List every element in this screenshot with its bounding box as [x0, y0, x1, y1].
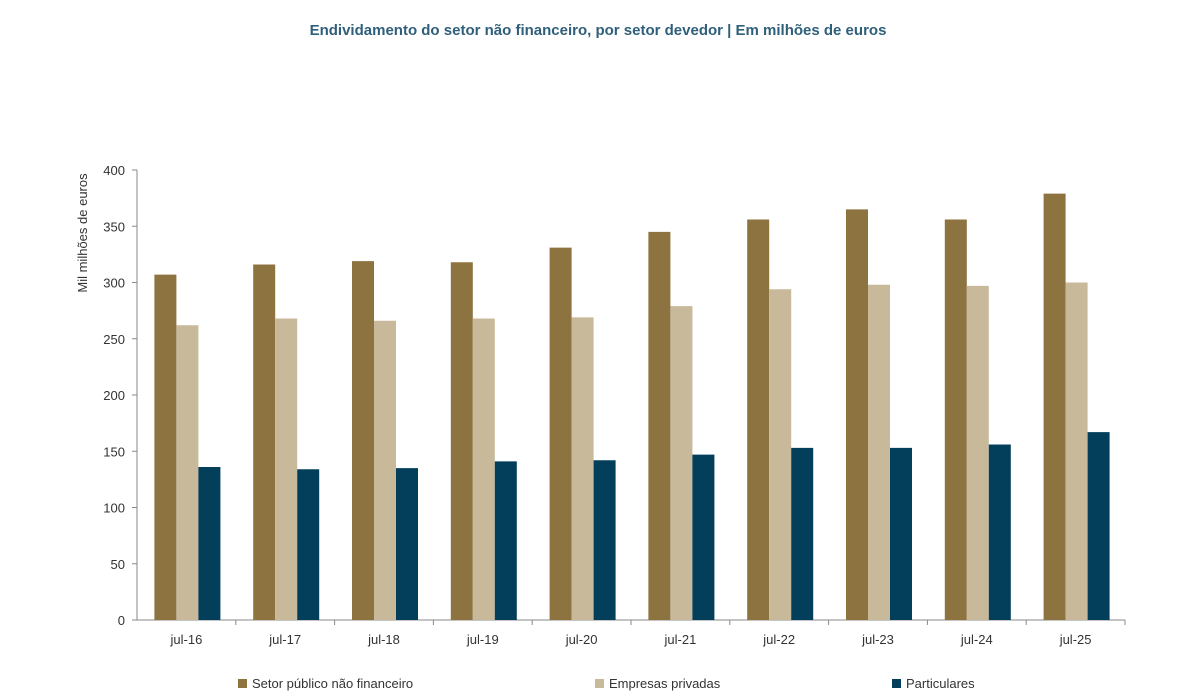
bar-jul-23-0 [846, 209, 868, 620]
x-tick-label: jul-16 [170, 632, 203, 647]
bar-jul-17-1 [275, 318, 298, 620]
bar-jul-25-2 [1087, 432, 1110, 620]
x-tick-label: jul-24 [960, 632, 993, 647]
bar-jul-22-2 [791, 447, 814, 620]
bar-jul-19-0 [450, 262, 473, 620]
x-tick-label: jul-20 [565, 632, 598, 647]
bar-jul-19-1 [472, 318, 495, 620]
legend-swatch [238, 679, 247, 688]
bar-jul-21-0 [648, 231, 671, 620]
bar-jul-23-1 [868, 284, 890, 620]
bar-jul-21-1 [670, 306, 693, 620]
bar-jul-20-1 [571, 317, 594, 620]
bar-jul-19-2 [494, 461, 517, 620]
bar-jul-16-0 [154, 274, 177, 620]
y-tick-label: 150 [103, 444, 125, 459]
bar-jul-16-2 [198, 467, 221, 620]
bar-jul-25-0 [1043, 193, 1066, 620]
bar-jul-17-0 [253, 264, 276, 620]
y-tick-label: 100 [103, 501, 125, 516]
y-tick-label: 200 [103, 388, 125, 403]
x-tick-label: jul-25 [1059, 632, 1092, 647]
y-tick-label: 400 [103, 163, 125, 178]
bar-jul-17-2 [297, 469, 320, 620]
legend-swatch [595, 679, 604, 688]
y-tick-label: 50 [111, 557, 125, 572]
legend-swatch [892, 679, 901, 688]
chart-title: Endividamento do setor não financeiro, p… [309, 22, 887, 39]
bar-jul-25-1 [1065, 282, 1088, 620]
bar-jul-21-2 [692, 454, 715, 620]
bar-jul-20-2 [593, 460, 616, 620]
bar-jul-20-0 [549, 247, 572, 620]
bar-jul-18-2 [396, 468, 418, 620]
bar-jul-18-0 [352, 261, 374, 620]
legend-label: Particulares [906, 676, 975, 691]
legend-label: Setor público não financeiro [252, 676, 414, 691]
bar-jul-18-1 [374, 320, 396, 620]
x-tick-label: jul-19 [466, 632, 499, 647]
y-tick-label: 0 [118, 613, 125, 628]
x-tick-label: jul-22 [762, 632, 795, 647]
bar-jul-23-2 [890, 447, 912, 620]
bar-jul-24-0 [944, 219, 967, 620]
y-tick-label: 300 [103, 276, 125, 291]
x-tick-label: jul-23 [861, 632, 894, 647]
bar-jul-24-1 [966, 285, 989, 620]
legend-item-setor-publico: Setor público não financeiro [238, 676, 413, 691]
legend-label: Empresas privadas [609, 676, 721, 691]
bar-jul-24-2 [988, 444, 1011, 620]
bar-jul-22-0 [747, 219, 770, 620]
bar-jul-16-1 [176, 325, 199, 620]
y-tick-label: 350 [103, 219, 125, 234]
x-tick-label: jul-17 [268, 632, 301, 647]
legend-item-empresas-privadas: Empresas privadas [595, 676, 720, 691]
legend-item-particulares: Particulares [892, 676, 975, 691]
x-tick-label: jul-18 [367, 632, 400, 647]
y-tick-label: 250 [103, 332, 125, 347]
x-tick-label: jul-21 [664, 632, 697, 647]
bar-jul-22-1 [769, 289, 792, 620]
y-axis-label: Mil milhões de euros [75, 173, 90, 293]
